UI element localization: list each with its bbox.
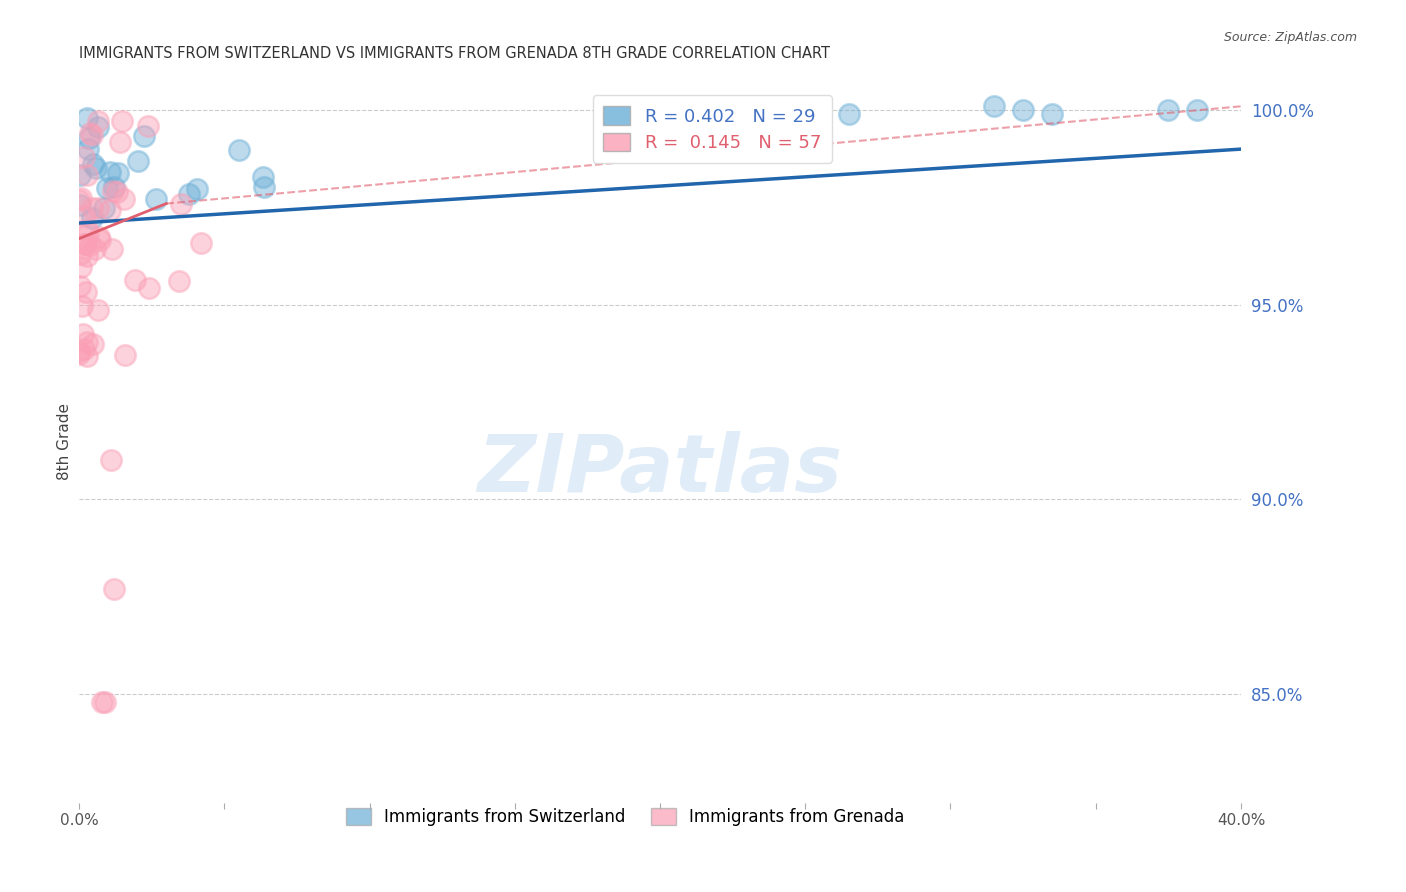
Point: [77, 131, 100, 145]
Point: [132, 128, 155, 143]
Point: [186, 182, 208, 196]
Text: Source: ZipAtlas.com: Source: ZipAtlas.com: [1223, 31, 1357, 45]
Point: [228, 143, 250, 157]
Point: [838, 107, 860, 121]
Point: [101, 242, 124, 256]
Point: [76, 142, 98, 156]
Point: [75, 285, 97, 299]
Point: [73, 150, 96, 164]
Point: [69, 198, 91, 212]
Point: [87, 229, 110, 244]
Point: [69, 247, 91, 261]
Text: ZIPatlas: ZIPatlas: [478, 431, 842, 509]
Point: [190, 235, 212, 250]
Y-axis label: 8th Grade: 8th Grade: [58, 402, 72, 480]
Point: [76, 334, 98, 349]
Point: [94, 695, 117, 709]
Point: [69, 191, 91, 205]
Point: [89, 233, 111, 247]
Point: [108, 135, 131, 149]
Point: [101, 184, 124, 198]
Point: [87, 113, 110, 128]
Point: [82, 201, 104, 215]
Point: [93, 202, 115, 216]
Point: [69, 168, 91, 182]
Point: [124, 273, 146, 287]
Point: [107, 166, 129, 180]
Point: [1187, 103, 1209, 118]
Point: [167, 274, 190, 288]
Text: IMMIGRANTS FROM SWITZERLAND VS IMMIGRANTS FROM GRENADA 8TH GRADE CORRELATION CHA: IMMIGRANTS FROM SWITZERLAND VS IMMIGRANT…: [79, 46, 830, 62]
Point: [136, 119, 159, 133]
Point: [103, 180, 125, 194]
Point: [70, 300, 93, 314]
Point: [100, 453, 122, 467]
Point: [82, 337, 104, 351]
Point: [67, 343, 90, 358]
Point: [76, 249, 98, 263]
Point: [177, 187, 200, 202]
Legend: Immigrants from Switzerland, Immigrants from Grenada: Immigrants from Switzerland, Immigrants …: [337, 799, 912, 834]
Point: [634, 103, 657, 118]
Point: [1040, 107, 1063, 121]
Point: [79, 126, 101, 140]
Point: [98, 164, 121, 178]
Point: [127, 154, 149, 169]
Point: [73, 342, 96, 356]
Point: [103, 582, 125, 596]
Point: [77, 226, 100, 240]
Point: [105, 186, 128, 200]
Point: [80, 211, 103, 225]
Point: [138, 281, 160, 295]
Point: [145, 192, 167, 206]
Point: [87, 302, 110, 317]
Point: [96, 180, 118, 194]
Point: [1012, 103, 1035, 118]
Point: [75, 237, 97, 252]
Point: [70, 260, 93, 275]
Point: [82, 157, 104, 171]
Point: [253, 180, 276, 194]
Point: [80, 128, 103, 142]
Point: [67, 347, 90, 361]
Point: [983, 99, 1005, 113]
Point: [87, 120, 110, 135]
Point: [84, 161, 107, 175]
Point: [114, 348, 136, 362]
Point: [76, 349, 98, 363]
Point: [91, 695, 114, 709]
Point: [76, 168, 98, 182]
Point: [98, 203, 121, 218]
Point: [169, 197, 191, 211]
Point: [73, 236, 96, 251]
Point: [110, 114, 132, 128]
Point: [76, 111, 98, 125]
Point: [73, 209, 96, 223]
Point: [1157, 103, 1180, 118]
Point: [67, 193, 90, 207]
Point: [69, 279, 91, 293]
Point: [86, 201, 108, 215]
Point: [79, 237, 101, 252]
Point: [83, 242, 105, 256]
Point: [114, 193, 136, 207]
Point: [76, 221, 98, 235]
Point: [252, 169, 274, 184]
Point: [72, 326, 94, 341]
